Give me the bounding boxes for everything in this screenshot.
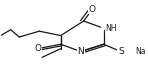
Text: O: O bbox=[34, 44, 41, 53]
Text: Na: Na bbox=[135, 47, 146, 56]
Text: S: S bbox=[118, 47, 124, 56]
Text: O: O bbox=[89, 5, 96, 14]
Text: N: N bbox=[77, 47, 84, 56]
Text: NH: NH bbox=[105, 24, 117, 33]
